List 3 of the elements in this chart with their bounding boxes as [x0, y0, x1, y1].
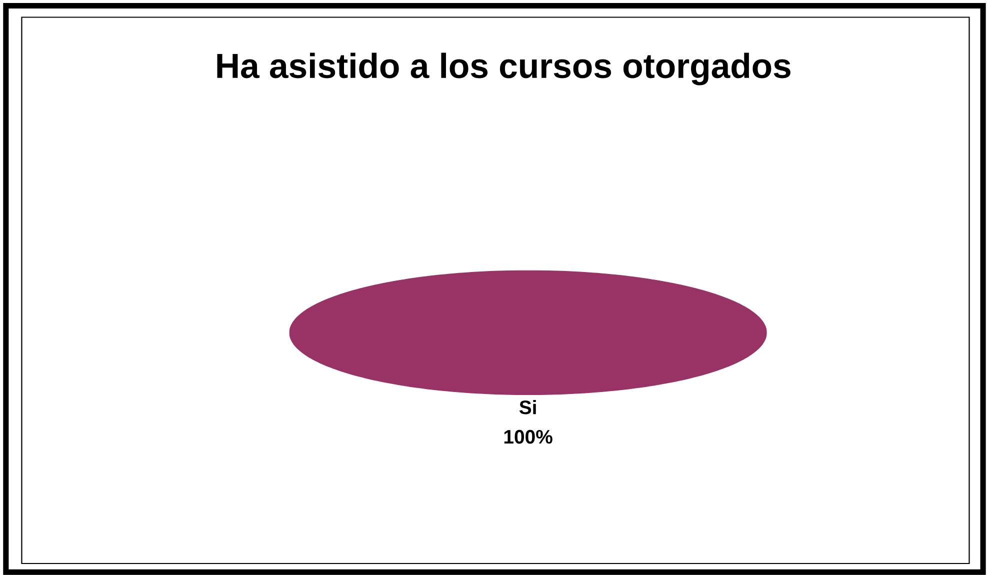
data-label: 100% — [504, 430, 552, 444]
slice-label: Si — [519, 400, 536, 414]
chart-title: Ha asistido a los cursos otorgados — [217, 52, 790, 86]
